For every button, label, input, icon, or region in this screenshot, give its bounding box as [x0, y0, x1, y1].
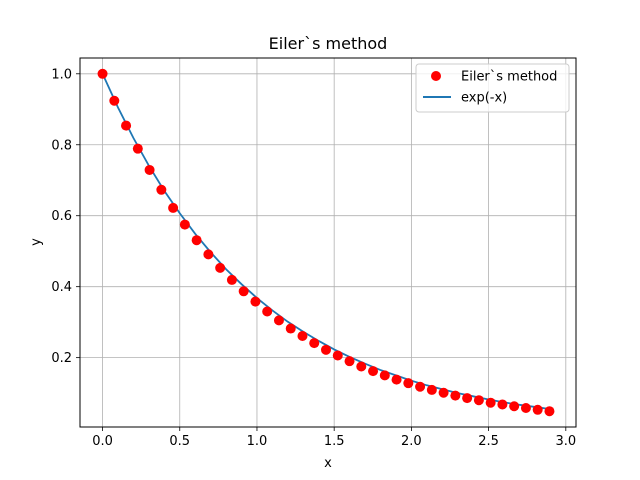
- data-point-euler: [179, 219, 190, 230]
- data-point-euler: [426, 384, 437, 395]
- legend-box: [415, 63, 570, 113]
- data-point-euler: [520, 403, 531, 414]
- grid: [80, 58, 576, 427]
- x-tick-label: 1.5: [324, 434, 345, 449]
- data-point-euler: [203, 249, 214, 260]
- x-tick-label: 0.0: [92, 434, 113, 449]
- data-point-euler: [356, 361, 367, 372]
- data-point-euler: [144, 164, 155, 175]
- data-point-euler: [450, 390, 461, 401]
- y-tick-label: 1.0: [51, 67, 72, 82]
- data-point-euler: [403, 378, 414, 389]
- legend-marker-euler: [431, 71, 441, 81]
- data-point-euler: [415, 381, 426, 392]
- data-point-euler: [297, 330, 308, 341]
- y-ticks: 0.2 0.4 0.6 0.8 1.0: [51, 67, 80, 366]
- axes-frame: [79, 57, 577, 428]
- data-point-euler: [332, 350, 343, 361]
- data-point-euler: [262, 306, 273, 317]
- data-point-euler: [309, 338, 320, 349]
- data-point-euler: [462, 393, 473, 404]
- data-point-euler: [485, 397, 496, 408]
- data-point-euler: [509, 401, 520, 412]
- data-point-euler: [544, 406, 555, 417]
- data-point-euler: [285, 323, 296, 334]
- data-point-euler: [273, 315, 284, 326]
- data-point-euler: [215, 262, 226, 273]
- chart-title: Eiler`s method: [269, 34, 388, 53]
- data-point-euler: [438, 387, 449, 398]
- data-point-euler: [168, 202, 179, 213]
- x-tick-label: 3.0: [555, 434, 576, 449]
- data-point-euler: [344, 356, 355, 367]
- legend-label-euler: Eiler`s method: [461, 70, 557, 85]
- data-point-euler: [391, 374, 402, 385]
- x-tick-label: 1.0: [247, 434, 268, 449]
- data-point-euler: [109, 95, 120, 106]
- y-tick-label: 0.6: [51, 209, 72, 224]
- series-points: [97, 68, 555, 417]
- data-point-euler: [121, 120, 132, 131]
- data-point-euler: [132, 143, 143, 154]
- x-axis-label: x: [324, 456, 332, 471]
- y-tick-label: 0.8: [51, 138, 72, 153]
- x-tick-label: 2.0: [401, 434, 422, 449]
- x-ticks: 0.0 0.5 1.0 1.5 2.0 2.5 3.0: [92, 427, 576, 449]
- y-axis-label: y: [29, 238, 44, 246]
- data-point-euler: [368, 366, 379, 377]
- data-point-euler: [473, 395, 484, 406]
- data-point-euler: [226, 274, 237, 285]
- x-tick-label: 0.5: [169, 434, 190, 449]
- x-tick-label: 2.5: [478, 434, 499, 449]
- data-point-euler: [320, 344, 331, 355]
- y-tick-label: 0.4: [51, 280, 72, 295]
- data-point-euler: [250, 296, 261, 307]
- data-point-euler: [97, 68, 108, 79]
- data-point-euler: [532, 404, 543, 415]
- data-point-euler: [497, 399, 508, 410]
- data-point-euler: [156, 184, 167, 195]
- legend-label-exp: exp(-x): [461, 91, 507, 106]
- data-point-euler: [238, 286, 249, 297]
- data-point-euler: [191, 235, 202, 246]
- legend: Eiler`s method exp(-x): [415, 63, 570, 113]
- data-point-euler: [379, 370, 390, 381]
- y-tick-label: 0.2: [51, 351, 72, 366]
